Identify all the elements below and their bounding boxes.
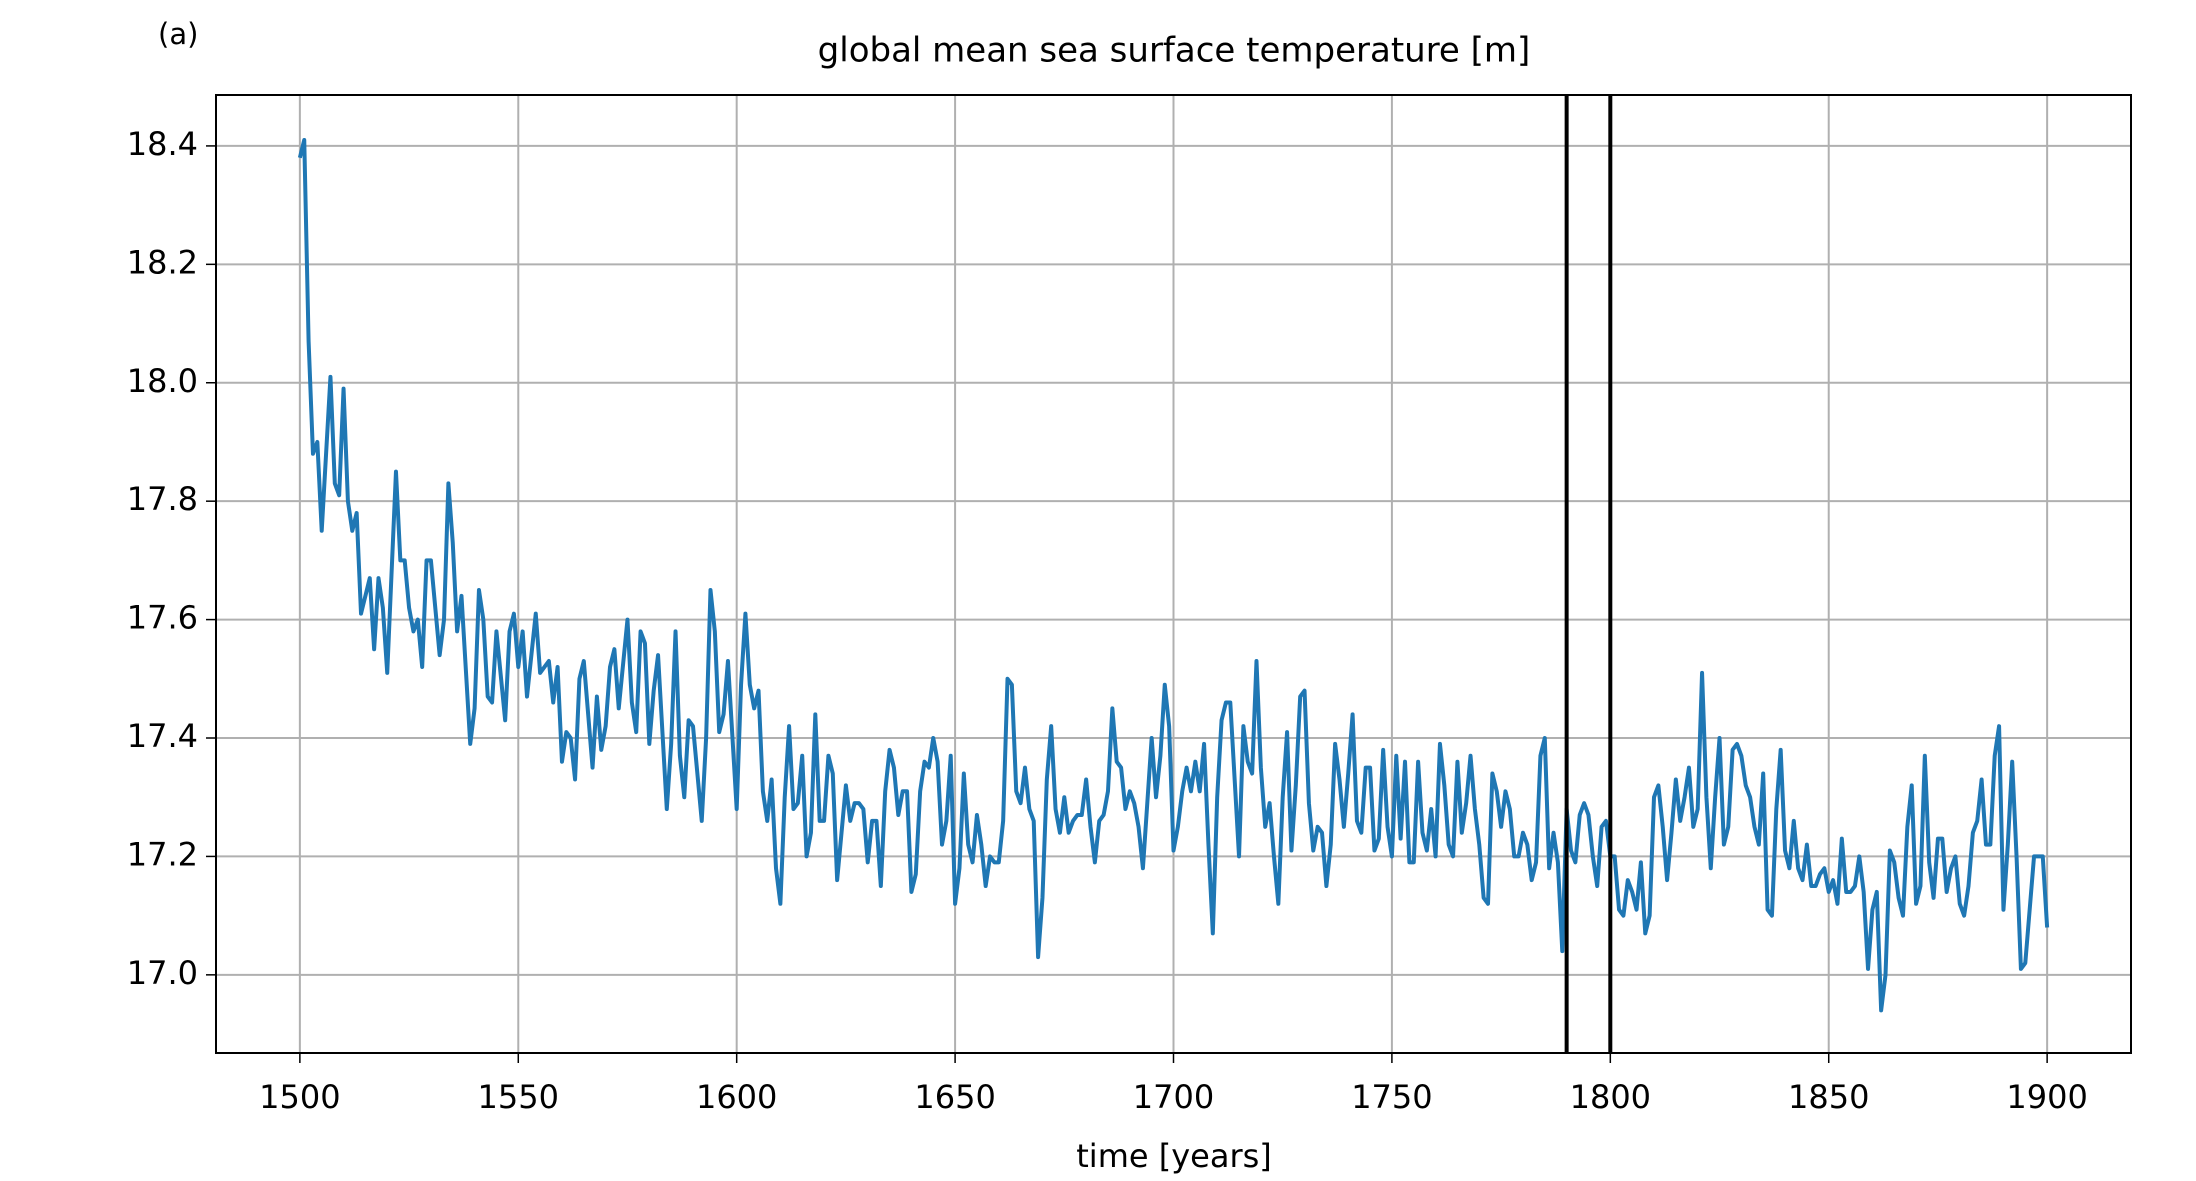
x-tick-label: 1850 (1788, 1078, 1869, 1116)
chart-title: global mean sea surface temperature [m] (818, 31, 1531, 71)
x-tick-label: 1700 (1133, 1078, 1214, 1116)
y-tick-label: 18.4 (127, 125, 198, 163)
y-tick-label: 18.0 (127, 362, 198, 400)
panel-label: (a) (158, 17, 198, 51)
y-tick-label: 17.4 (127, 717, 198, 755)
data-line (297, 138, 2050, 1013)
x-tick-label: 1550 (478, 1078, 559, 1116)
plot-frame (215, 94, 2132, 1054)
x-tick-label: 1600 (696, 1078, 777, 1116)
y-tick-label: 17.2 (127, 835, 198, 873)
x-tick-label: 1500 (259, 1078, 340, 1116)
y-tick-label: 17.0 (127, 954, 198, 992)
x-tick-label: 1900 (2006, 1078, 2087, 1116)
x-tick-label: 1750 (1351, 1078, 1432, 1116)
x-axis-label: time [years] (1076, 1137, 1272, 1175)
y-tick-label: 18.2 (127, 243, 198, 281)
y-tick-label: 17.6 (127, 599, 198, 637)
x-tick-label: 1650 (914, 1078, 995, 1116)
y-tick-label: 17.8 (127, 480, 198, 518)
x-tick-label: 1800 (1570, 1078, 1651, 1116)
